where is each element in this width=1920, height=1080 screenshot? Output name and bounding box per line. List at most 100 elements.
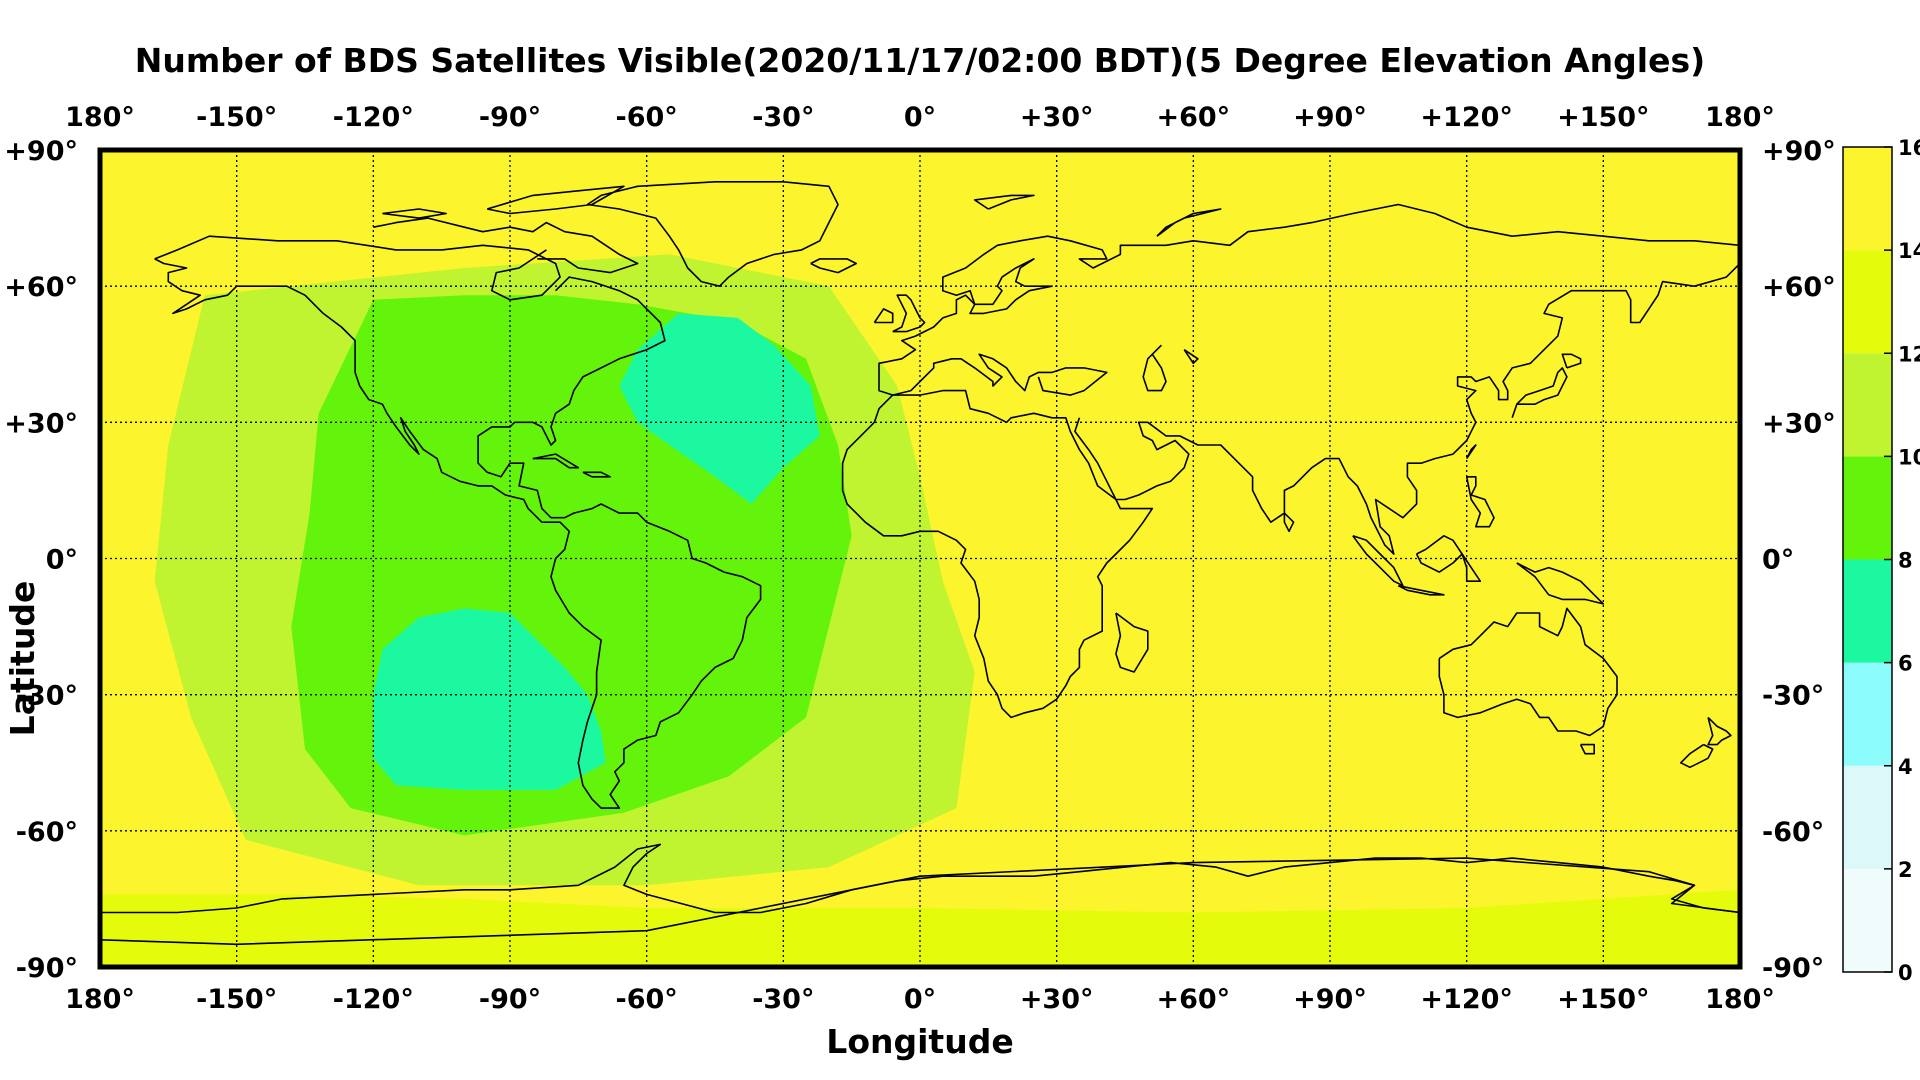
x-tick-label-top: -150° — [196, 102, 277, 133]
x-tick-label-bottom: 180° — [1705, 984, 1775, 1015]
colorbar-tick-label: 4 — [1898, 755, 1913, 779]
colorbar: 0 2 4 6 8 10 12 14 16 — [1842, 136, 1920, 985]
coastline-6 — [532, 453, 580, 469]
y-tick-label-left: -30° — [16, 681, 78, 712]
coastline-4 — [486, 185, 625, 215]
coastline-16 — [1397, 584, 1445, 596]
coastline-2 — [586, 181, 839, 288]
y-tick-label-left: +60° — [4, 272, 78, 303]
coastline-33 — [1183, 349, 1199, 365]
coastline-26 — [810, 258, 858, 274]
y-tick-label-right: +60° — [1762, 272, 1836, 303]
colorbar-segment — [1843, 353, 1892, 457]
coastline-8 — [878, 203, 1740, 382]
x-tick-label-bottom: -30° — [752, 984, 814, 1015]
x-tick-label-bottom: 0° — [904, 984, 936, 1015]
x-tick-label-top: +30° — [1020, 102, 1094, 133]
x-tick-label-top: -30° — [752, 102, 814, 133]
coastline-15 — [1352, 535, 1404, 587]
y-tick-label-right: -30° — [1762, 681, 1824, 712]
colorbar-segment — [1843, 456, 1892, 560]
coastline-19 — [1516, 562, 1605, 605]
x-tick-label-top: +150° — [1557, 102, 1649, 133]
coastline-9 — [878, 353, 1108, 396]
map-area — [100, 150, 1740, 967]
colorbar-tick-label: 12 — [1898, 342, 1920, 366]
x-tick-label-bottom: 180° — [65, 984, 135, 1015]
coastline-28 — [1156, 208, 1222, 237]
coastline-0 — [154, 235, 561, 301]
colorbar-segment — [1843, 662, 1892, 766]
y-tick-label-right: +30° — [1762, 408, 1836, 439]
y-tick-labels-right: +90° +60° +30° 0° -30° -60° -90° — [1762, 136, 1836, 984]
coastline-12 — [1074, 262, 1740, 555]
x-tick-label-bottom: +30° — [1020, 984, 1094, 1015]
gridlines — [100, 150, 1740, 967]
value-region-4 — [100, 889, 1740, 967]
chart-title: Number of BDS Satellites Visible(2020/11… — [135, 41, 1705, 80]
y-tick-label-left: +30° — [4, 408, 78, 439]
y-tick-label-left: +90° — [4, 136, 78, 167]
x-tick-labels-bottom: 180° -150° -120° -90° -60° -30° 0° +30° +60° +90°… — [65, 984, 1775, 1015]
y-tick-label-left: 0° — [46, 545, 78, 576]
x-tick-label-bottom: -150° — [196, 984, 277, 1015]
colorbar-segment — [1843, 868, 1892, 972]
coastline-34 — [100, 857, 1740, 946]
colorbar-tick-label: 0 — [1898, 961, 1913, 985]
x-tick-label-top: +90° — [1293, 102, 1367, 133]
x-tick-label-bottom: -90° — [479, 984, 541, 1015]
value-region-2 — [619, 313, 820, 504]
colorbar-tick-label: 6 — [1898, 652, 1913, 676]
coastline-18 — [1461, 553, 1482, 583]
x-tick-label-bottom: +150° — [1557, 984, 1649, 1015]
coastline-7 — [582, 471, 612, 478]
coastline-30 — [1465, 444, 1477, 460]
coastline-22 — [1707, 716, 1732, 746]
x-tick-labels-top: 180° -150° -120° -90° -60° -30° 0° +30° +60° +90°… — [65, 102, 1775, 133]
colorbar-tick-label: 16 — [1898, 136, 1920, 160]
x-tick-label-top: -60° — [616, 102, 678, 133]
y-axis-label: Latitude — [3, 581, 42, 737]
coastline-31 — [1283, 512, 1295, 533]
coastline-11 — [1115, 612, 1149, 673]
y-tick-label-right: -90° — [1762, 953, 1824, 984]
coastline-10 — [841, 389, 1154, 719]
x-tick-label-top: -90° — [479, 102, 541, 133]
x-tick-label-top: 180° — [65, 102, 135, 133]
colorbar-tick-label: 10 — [1898, 445, 1920, 469]
coastline-32 — [1142, 344, 1167, 392]
y-tick-label-left: -90° — [16, 953, 78, 984]
coastline-5 — [382, 208, 448, 219]
y-tick-labels-left: +90° +60° +30° 0° -30° -60° -90° — [4, 136, 78, 984]
colorbar-tick-label: 2 — [1898, 858, 1913, 882]
coastline-23 — [1680, 743, 1714, 769]
colorbar-segment — [1843, 559, 1892, 663]
coastline-20 — [1438, 607, 1618, 737]
colorbar-segment — [1843, 765, 1892, 869]
y-tick-label-right: -60° — [1762, 817, 1824, 848]
coastline-24 — [892, 294, 926, 333]
x-tick-label-top: +60° — [1156, 102, 1230, 133]
x-tick-label-bottom: -60° — [616, 984, 678, 1015]
coastline-1 — [154, 258, 762, 809]
coastline-21 — [1579, 743, 1595, 755]
coastline-13 — [1511, 367, 1568, 419]
x-tick-label-top: 0° — [904, 102, 936, 133]
colorbar-segment — [1843, 250, 1892, 354]
x-tick-label-top: 180° — [1705, 102, 1775, 133]
map-frame — [97, 147, 1743, 970]
x-tick-label-bottom: -120° — [333, 984, 414, 1015]
y-tick-label-right: +90° — [1762, 136, 1836, 167]
colorbar-segment — [1843, 147, 1892, 251]
coastline-25 — [873, 308, 894, 324]
coastlines — [100, 181, 1740, 946]
colorbar-tick-label: 14 — [1898, 239, 1920, 263]
colorbar-tick-label: 8 — [1898, 549, 1913, 573]
coastline-29 — [1465, 475, 1495, 528]
value-region-3 — [373, 608, 606, 790]
y-tick-label-right: 0° — [1762, 545, 1794, 576]
coastline-14 — [1561, 353, 1582, 369]
x-tick-label-bottom: +120° — [1420, 984, 1512, 1015]
x-tick-label-top: +120° — [1420, 102, 1512, 133]
